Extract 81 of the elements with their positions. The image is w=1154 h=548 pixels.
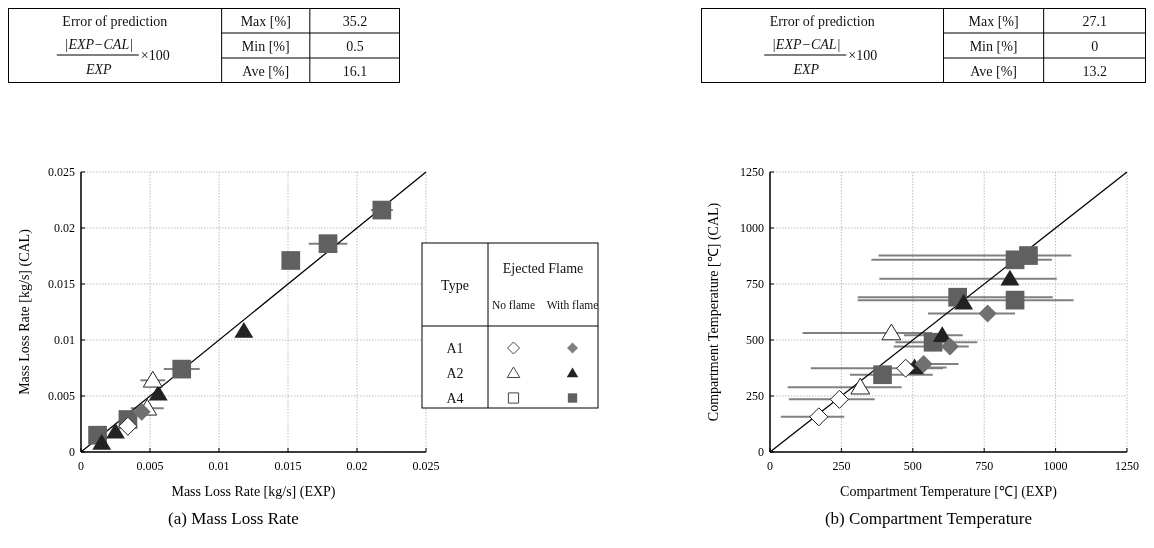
point <box>829 389 849 409</box>
x-tick-label: 0.01 <box>208 459 230 473</box>
text: (a) Mass Loss Rate <box>168 509 299 528</box>
text: 16.1 <box>342 63 368 79</box>
text: Ave [%] <box>242 63 290 79</box>
text: 13.2 <box>1082 63 1108 79</box>
y-tick-label: 0.01 <box>54 333 75 347</box>
y-tick-label: 0 <box>758 445 764 459</box>
point <box>940 337 959 356</box>
point <box>954 293 974 310</box>
point <box>809 407 829 427</box>
y-tick-label: 0.02 <box>54 221 75 235</box>
point <box>318 234 338 254</box>
point <box>172 359 192 379</box>
x-axis-title: Mass Loss Rate [kg/s] (EXP) <box>171 484 336 500</box>
y-axis-title: Mass Loss Rate [kg/s] (CAL) <box>17 228 33 395</box>
point <box>873 365 892 385</box>
y-tick-label: 1250 <box>740 165 764 179</box>
y-tick-label: 500 <box>746 333 764 347</box>
text: A1 <box>446 341 464 356</box>
text: |EXP−CAL| <box>772 37 841 52</box>
text: Min [%] <box>969 38 1018 54</box>
point <box>932 326 952 343</box>
y-tick-label: 0 <box>69 445 75 459</box>
y-tick-label: 0.025 <box>48 165 75 179</box>
point <box>234 322 254 338</box>
point <box>978 304 997 323</box>
text: (b) Compartment Temperature <box>824 509 1033 528</box>
text: Type <box>441 277 469 293</box>
x-tick-label: 0.005 <box>136 459 164 473</box>
text: Max [%] <box>240 13 291 29</box>
x-tick-label: 0.015 <box>274 459 302 473</box>
text: EXP <box>84 62 113 77</box>
y-tick-label: 750 <box>746 277 764 291</box>
point <box>92 434 112 450</box>
x-tick-label: 0 <box>767 459 773 473</box>
point <box>1000 269 1020 286</box>
point <box>106 422 125 439</box>
point <box>914 354 933 373</box>
x-axis-title: Compartment Temperature [℃] (EXP) <box>840 484 1058 500</box>
y-tick-label: 250 <box>746 389 764 403</box>
text: 0.5 <box>346 38 364 54</box>
text: Error of prediction <box>62 14 168 29</box>
text: Ave [%] <box>970 63 1017 79</box>
text: A2 <box>446 366 464 381</box>
text: EXP <box>792 62 820 77</box>
y-axis-title: Compartment Temperature [℃] (CAL) <box>706 202 722 422</box>
text: 27.1 <box>1082 13 1108 29</box>
x-tick-label: 250 <box>832 459 851 473</box>
point <box>1005 250 1025 270</box>
x-tick-label: 1000 <box>1043 459 1068 473</box>
text: No flame <box>491 299 536 311</box>
point <box>850 377 871 395</box>
point <box>881 323 902 341</box>
point <box>1005 290 1025 310</box>
x-tick-label: 750 <box>975 459 994 473</box>
text: A4 <box>446 391 464 406</box>
point <box>132 402 151 421</box>
text: Min [%] <box>241 38 290 54</box>
y-tick-label: 1000 <box>740 221 764 235</box>
text: Max [%] <box>968 13 1019 29</box>
x-tick-label: 0 <box>78 459 84 473</box>
point <box>372 200 392 220</box>
point <box>142 370 163 388</box>
x-tick-label: 0.02 <box>346 459 368 473</box>
y-tick-label: 0.015 <box>48 277 75 291</box>
text: With flame <box>546 299 599 311</box>
x-tick-label: 0.025 <box>412 459 440 473</box>
point <box>281 251 301 270</box>
x-tick-label: 500 <box>903 459 922 473</box>
text: 35.2 <box>342 13 368 29</box>
text: ×100 <box>140 48 170 63</box>
x-tick-label: 1250 <box>1115 459 1139 473</box>
y-tick-label: 0.005 <box>48 389 75 403</box>
text: 0 <box>1091 38 1099 54</box>
text: |EXP−CAL| <box>64 37 134 52</box>
point <box>118 416 138 436</box>
text: ×100 <box>848 48 878 63</box>
point <box>896 358 916 378</box>
text: Error of prediction <box>769 14 875 29</box>
text: Ejected Flame <box>502 261 584 276</box>
